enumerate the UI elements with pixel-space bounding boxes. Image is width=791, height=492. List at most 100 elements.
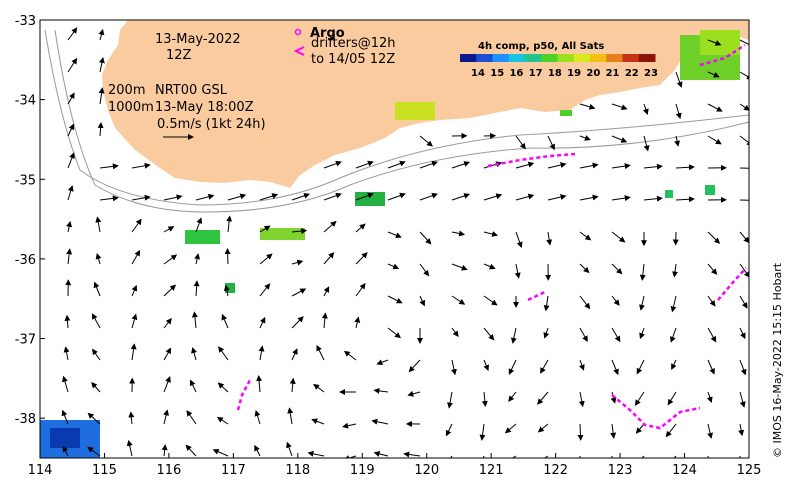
current-vector <box>479 423 486 441</box>
current-vector <box>739 391 746 408</box>
x-tick-label: 116 <box>156 463 181 478</box>
y-tick-label: -35 <box>15 173 36 188</box>
current-vector <box>707 39 722 46</box>
current-vector <box>87 412 101 425</box>
current-vector <box>579 359 585 371</box>
current-vector <box>354 316 361 329</box>
drifters-to-label: to 14/05 12Z <box>311 52 395 67</box>
x-tick-label: 122 <box>543 463 568 478</box>
current-vector <box>223 284 230 297</box>
colorbar-segment <box>460 54 477 62</box>
y-axis: -33 -34 -35 -36 -37 -38 <box>15 14 45 427</box>
x-tick-label: 119 <box>350 463 375 478</box>
current-vector <box>217 382 229 393</box>
current-vector <box>291 192 310 201</box>
current-vector <box>163 254 178 265</box>
colorbar-tick-label: 14 <box>471 68 485 79</box>
current-vector <box>611 231 626 243</box>
current-vector <box>547 162 567 169</box>
current-vector <box>163 226 175 233</box>
current-vector <box>321 312 328 329</box>
current-vector <box>579 231 592 241</box>
current-vector <box>611 263 623 275</box>
current-vector <box>739 71 749 80</box>
current-vector <box>419 231 432 245</box>
current-vector <box>483 327 495 341</box>
current-vector <box>163 409 170 425</box>
current-vector <box>259 225 271 233</box>
current-vector <box>191 311 198 329</box>
colorbar-segment <box>606 54 623 62</box>
current-vector <box>163 284 177 297</box>
current-vector <box>419 160 438 169</box>
current-vector <box>419 192 438 201</box>
current-vector <box>92 348 101 361</box>
current-vector <box>342 422 357 429</box>
current-vector <box>355 160 374 169</box>
colorbar-segment <box>638 54 656 62</box>
current-vector <box>739 359 747 376</box>
current-vector <box>259 316 266 329</box>
current-vector <box>291 316 304 329</box>
annotation-date: 13-May-2022 <box>155 32 241 47</box>
current-vector <box>99 195 119 202</box>
drifter-tracks <box>236 43 747 430</box>
y-tick-label: -36 <box>15 253 36 268</box>
current-vector <box>642 103 649 116</box>
colorbar-tick-label: 16 <box>509 68 523 79</box>
current-vector <box>510 327 517 344</box>
current-vector <box>67 123 75 137</box>
current-vector <box>483 231 499 237</box>
current-vector <box>483 295 498 306</box>
current-vector <box>226 215 233 233</box>
current-vector <box>259 193 279 201</box>
current-vector <box>579 263 590 274</box>
colorbar-tick-label: 17 <box>529 68 543 79</box>
colorbar-title: 4h comp, p50, All Sats <box>478 41 604 52</box>
current-vector <box>579 135 591 141</box>
current-vector <box>258 345 265 361</box>
argo-symbol <box>294 28 302 36</box>
current-vector <box>376 359 389 366</box>
current-vector <box>515 193 535 201</box>
current-vector <box>515 135 526 150</box>
current-vector <box>193 280 200 297</box>
current-vector <box>635 423 645 434</box>
current-vector <box>739 231 749 244</box>
current-vector <box>87 446 101 457</box>
current-vector <box>515 231 523 248</box>
current-vector <box>481 391 488 408</box>
current-vector <box>739 327 746 340</box>
current-vector <box>511 455 517 458</box>
current-vector <box>451 263 468 271</box>
current-vector <box>643 195 663 202</box>
current-vector <box>579 295 591 310</box>
current-vector <box>707 231 721 244</box>
current-vector <box>675 71 683 88</box>
current-vector <box>131 162 151 169</box>
current-vector <box>387 231 402 239</box>
current-vector <box>387 295 403 304</box>
current-vector <box>451 230 466 237</box>
current-vector <box>355 252 368 265</box>
current-vector <box>195 193 215 201</box>
current-vector <box>63 346 70 361</box>
annotation-source: NRT00 GSL <box>155 83 228 98</box>
current-vector <box>483 263 496 270</box>
colorbar-labels: 14 15 16 17 18 19 20 21 22 23 <box>471 68 658 79</box>
y-tick-label: -38 <box>15 412 36 427</box>
current-vector <box>483 193 503 201</box>
current-vector <box>355 282 366 297</box>
current-vector <box>254 444 261 457</box>
current-vector <box>419 295 426 307</box>
current-vector <box>95 253 102 265</box>
current-vector <box>66 220 73 233</box>
plot-frame <box>39 19 750 459</box>
x-tick-label: 118 <box>285 463 310 478</box>
current-vector <box>707 103 723 112</box>
x-tick-label: 117 <box>221 463 246 478</box>
drifter-symbol <box>293 46 305 56</box>
current-vector <box>610 423 617 439</box>
current-vector <box>540 359 549 374</box>
current-vector <box>707 135 722 145</box>
